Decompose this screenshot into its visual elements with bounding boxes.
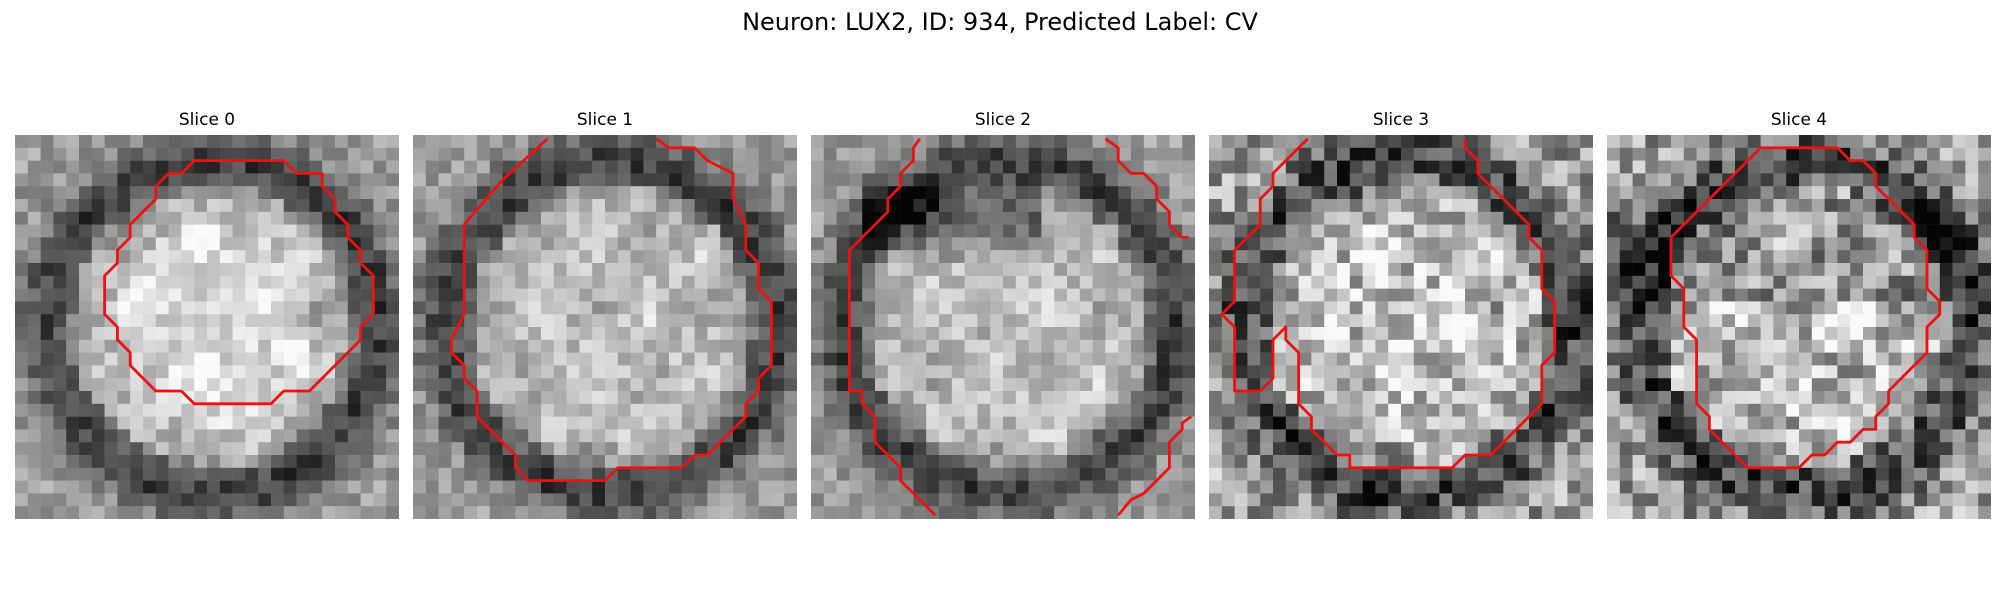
slice-image xyxy=(1209,135,1593,519)
contour-line xyxy=(847,138,937,517)
panel-title: Slice 1 xyxy=(576,110,634,130)
pixel-grid xyxy=(15,135,399,519)
slice-image xyxy=(15,135,399,519)
pixel-grid xyxy=(811,135,1195,519)
slice-image xyxy=(413,135,797,519)
pixel-grid xyxy=(1209,135,1593,519)
panel-slice-2: Slice 2 xyxy=(811,110,1195,519)
panel-title: Slice 4 xyxy=(1770,110,1828,130)
panel-slice-3: Slice 3 xyxy=(1209,110,1593,519)
panel-title: Slice 2 xyxy=(974,110,1032,130)
slice-image xyxy=(1607,135,1991,519)
pixel-grid xyxy=(1607,135,1991,519)
contour-line xyxy=(103,159,375,406)
contour-line xyxy=(449,137,773,483)
contour-line xyxy=(1220,137,1557,470)
contour-line xyxy=(1669,146,1942,470)
slice-image xyxy=(811,135,1195,519)
contour-line xyxy=(1117,415,1192,517)
panel-slice-0: Slice 0 xyxy=(15,110,399,519)
panel-slice-1: Slice 1 xyxy=(413,110,797,519)
panel-title: Slice 3 xyxy=(1372,110,1430,130)
contour-line xyxy=(1104,137,1189,239)
pixel-grid xyxy=(413,135,797,519)
figure-title: Neuron: LUX2, ID: 934, Predicted Label: … xyxy=(742,8,1258,36)
panel-title: Slice 0 xyxy=(178,110,236,130)
panel-slice-4: Slice 4 xyxy=(1607,110,1991,519)
